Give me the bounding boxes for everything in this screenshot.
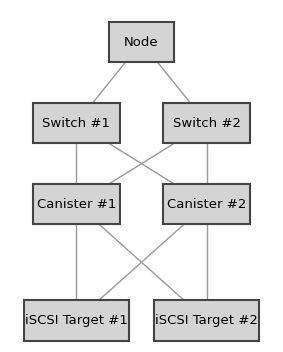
FancyBboxPatch shape (163, 184, 250, 225)
Text: Canister #1: Canister #1 (37, 198, 116, 210)
Text: iSCSI Target #2: iSCSI Target #2 (155, 314, 258, 327)
Text: iSCSI Target #1: iSCSI Target #1 (25, 314, 128, 327)
FancyBboxPatch shape (33, 103, 120, 144)
FancyBboxPatch shape (24, 300, 129, 341)
Text: Canister #2: Canister #2 (167, 198, 246, 210)
Text: Switch #2: Switch #2 (173, 117, 241, 130)
Text: Node: Node (124, 36, 159, 49)
Text: Switch #1: Switch #1 (42, 117, 110, 130)
FancyBboxPatch shape (33, 184, 120, 225)
FancyBboxPatch shape (154, 300, 259, 341)
FancyBboxPatch shape (163, 103, 250, 144)
FancyBboxPatch shape (109, 22, 174, 63)
